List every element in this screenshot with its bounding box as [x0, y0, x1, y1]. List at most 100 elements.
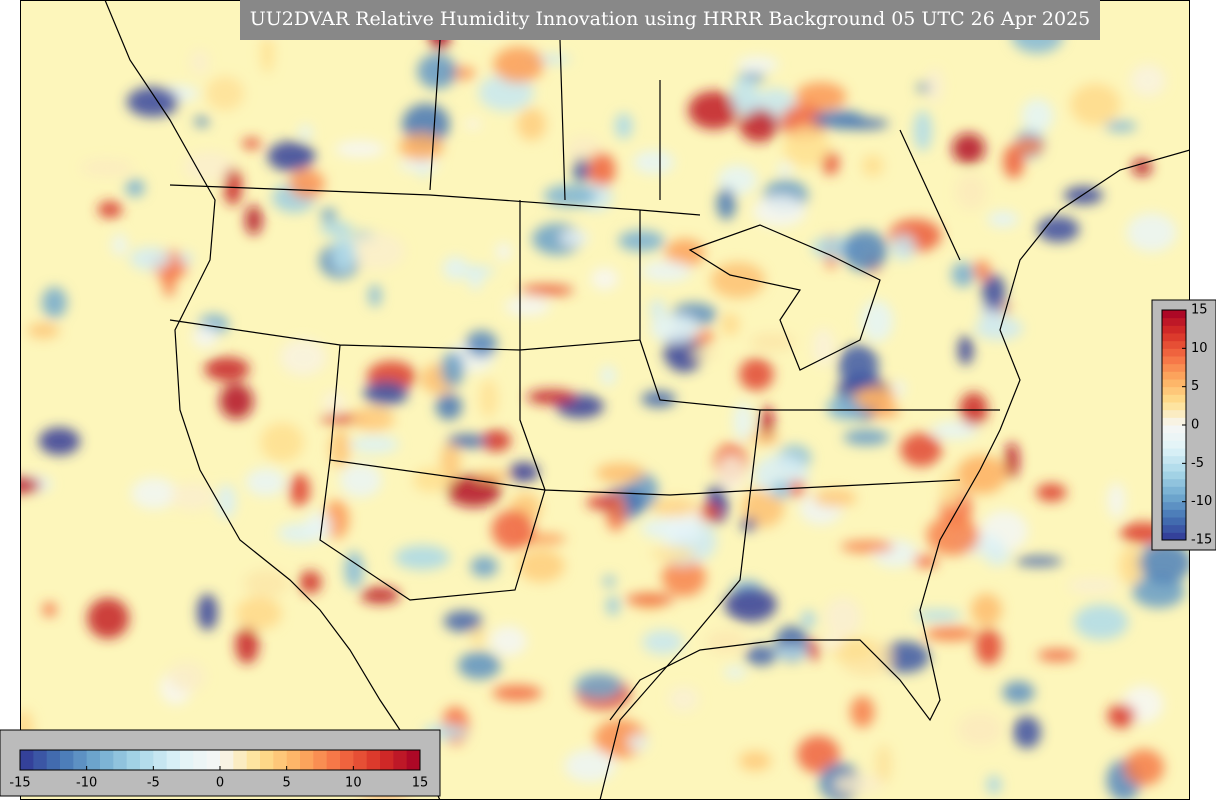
field-blob — [492, 684, 543, 702]
colorbar-segment — [1162, 379, 1186, 388]
field-blob — [440, 442, 461, 482]
field-blob — [352, 406, 395, 432]
colorbar-segment — [220, 750, 234, 770]
colorbar-tick-label: 15 — [1191, 303, 1208, 318]
great-lakes — [688, 224, 881, 371]
east-coast — [609, 149, 1190, 722]
field-blob — [470, 624, 486, 648]
field-blob — [668, 686, 699, 712]
field-blob — [744, 645, 777, 666]
field-blob — [973, 260, 991, 281]
colorbar-segment — [1162, 340, 1186, 349]
field-blob — [746, 433, 781, 445]
field-blob — [564, 749, 616, 783]
field-blob — [178, 251, 193, 265]
colorbar-segment — [340, 750, 354, 770]
colorbar-segment — [1162, 356, 1186, 365]
field-blob — [197, 593, 218, 631]
field-blob — [854, 386, 896, 412]
field-blob — [267, 141, 316, 172]
field-blob — [1107, 703, 1136, 728]
colorbar-segment — [1162, 432, 1186, 441]
colorbar-segment — [1162, 425, 1186, 434]
field-blob — [984, 546, 1011, 566]
field-blob — [517, 108, 547, 141]
field-blob — [739, 108, 779, 143]
field-blob — [97, 201, 123, 218]
field-blob — [442, 256, 469, 281]
field-blob — [573, 157, 589, 183]
field-blob — [1070, 83, 1121, 126]
field-blob — [42, 602, 57, 617]
field-blob — [1014, 137, 1044, 155]
field-blob — [606, 595, 620, 616]
field-blob — [574, 672, 623, 700]
field-blob — [776, 163, 793, 176]
field-blob — [641, 390, 677, 408]
field-blob — [399, 133, 444, 161]
field-blob — [752, 195, 806, 227]
colorbar-segment — [1162, 524, 1186, 533]
map-title: UU2DVAR Relative Humidity Innovation usi… — [250, 8, 1091, 30]
colorbar-segment — [1162, 348, 1186, 357]
field-blob — [956, 173, 986, 210]
field-blob — [1132, 575, 1185, 608]
field-blob — [1138, 541, 1190, 584]
field-blob — [478, 74, 534, 112]
field-blob — [398, 158, 440, 172]
colorbar-tick-label: -5 — [1191, 456, 1204, 471]
field-blob — [125, 179, 145, 197]
field-blob — [111, 233, 128, 256]
field-blob — [1037, 649, 1077, 662]
colorbar-segment — [1162, 448, 1186, 457]
colorbar-segment — [1162, 501, 1186, 510]
field-blob — [651, 497, 698, 517]
field-blob — [170, 483, 215, 511]
field-blob — [691, 347, 718, 359]
field-blob — [795, 82, 847, 111]
field-blob — [716, 187, 736, 220]
field-blob — [913, 110, 933, 152]
field-blob — [194, 116, 209, 127]
field-blob — [1002, 681, 1035, 704]
field-blob — [986, 775, 1002, 795]
field-blob — [738, 750, 772, 771]
colorbar-segment — [153, 750, 168, 770]
field-blob — [344, 551, 364, 589]
field-blob — [838, 344, 879, 387]
field-blob — [740, 517, 757, 532]
colorbar-segment — [1162, 478, 1186, 487]
field-blob — [363, 381, 409, 406]
colorbar-segment — [353, 750, 368, 770]
colorbar-tick-label: 5 — [283, 776, 291, 791]
colorbar-segment — [393, 750, 408, 770]
colorbar-segment — [1162, 402, 1186, 411]
field-blob — [443, 610, 483, 632]
field-blob — [412, 467, 451, 493]
field-blob — [812, 327, 835, 367]
colorbar-segment — [1162, 317, 1186, 326]
field-blob — [860, 300, 894, 342]
field-blob — [649, 298, 666, 321]
field-blob — [491, 509, 535, 550]
field-blob — [474, 470, 512, 481]
field-blob — [322, 390, 346, 414]
colorbar-tick-label: 15 — [412, 776, 429, 791]
field-blob — [749, 333, 795, 352]
field-blob — [771, 480, 792, 499]
colorbar-segment — [1162, 363, 1186, 372]
colorbars: -15 -10 -5 0 5 10 15 15 10 5 0 -5 -10 -15 — [9, 303, 1212, 791]
field-blob — [223, 167, 242, 206]
field-blob — [975, 628, 1002, 665]
field-blob — [38, 427, 81, 456]
colorbar-segment — [193, 750, 208, 770]
colorbar-segment — [1162, 371, 1186, 380]
field-blob — [517, 549, 565, 583]
field-blob — [723, 666, 747, 679]
field-blob — [440, 351, 465, 387]
field-blob — [204, 357, 250, 382]
colorbar-segment — [60, 750, 74, 770]
colorbar-segment — [33, 750, 48, 770]
